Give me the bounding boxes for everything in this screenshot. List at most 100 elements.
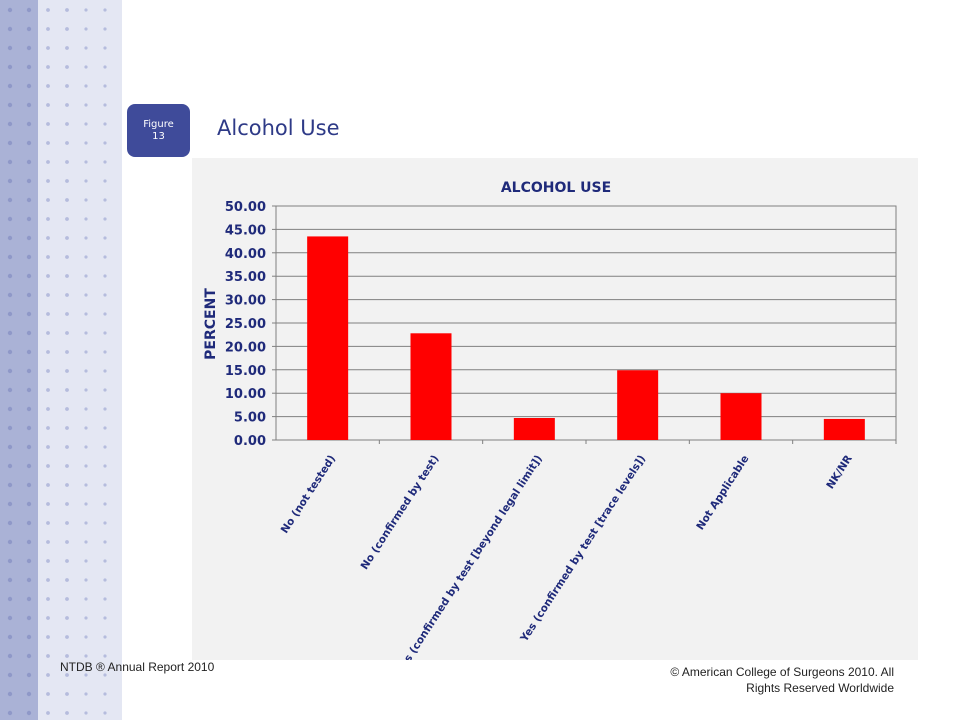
band-dot	[26, 444, 32, 450]
y-tick-label: 20.00	[225, 340, 266, 355]
band-dot	[7, 596, 13, 602]
band-dot	[46, 217, 50, 221]
band-dot	[84, 65, 88, 69]
band-dot	[65, 103, 69, 107]
band-dot	[7, 121, 13, 127]
band-dot	[7, 197, 13, 203]
band-dot	[65, 331, 69, 335]
band-dot	[26, 463, 32, 469]
band-dot	[26, 121, 32, 127]
band-dot	[84, 426, 88, 430]
band-dot	[103, 559, 107, 563]
band-dot	[46, 255, 50, 259]
band-dot	[7, 102, 13, 108]
band-dot	[46, 27, 50, 31]
band-dot	[65, 597, 69, 601]
band-dot	[7, 216, 13, 222]
band-dot	[84, 274, 88, 278]
band-dot	[7, 254, 13, 260]
band-dot	[46, 692, 50, 696]
band-dot	[84, 103, 88, 107]
band-dot	[7, 349, 13, 355]
band-dot	[26, 634, 32, 640]
band-dot	[103, 331, 107, 335]
band-dot	[84, 711, 88, 715]
band-dot	[46, 597, 50, 601]
bar-chart: ALCOHOL USE PERCENT 0.00 5.00 10.00 15.00 20.0…	[203, 180, 897, 660]
band-dot	[7, 140, 13, 146]
band-dot	[46, 559, 50, 563]
band-dot	[65, 46, 69, 50]
band-dot	[26, 197, 32, 203]
band-dot	[7, 368, 13, 374]
band-dot	[84, 578, 88, 582]
band-dot	[26, 539, 32, 545]
band-dot	[103, 65, 107, 69]
band-dot	[46, 426, 50, 430]
band-dot	[46, 388, 50, 392]
band-dot	[103, 635, 107, 639]
band-dot	[65, 65, 69, 69]
figure-label: Figure	[143, 118, 174, 130]
y-tick-label: 45.00	[225, 223, 266, 238]
band-dot	[65, 711, 69, 715]
band-dot	[7, 520, 13, 526]
band-dot	[26, 558, 32, 564]
band-dot	[65, 350, 69, 354]
band-dot	[65, 8, 69, 12]
band-dot	[26, 102, 32, 108]
band-dot	[65, 540, 69, 544]
band-dot	[65, 407, 69, 411]
band-dot	[26, 140, 32, 146]
band-dot	[65, 179, 69, 183]
band-dot	[46, 312, 50, 316]
band-dot	[103, 160, 107, 164]
band-dot	[84, 160, 88, 164]
band-dot	[84, 407, 88, 411]
band-dot	[46, 350, 50, 354]
band-dot	[46, 160, 50, 164]
band-dot	[65, 160, 69, 164]
band-dot	[84, 122, 88, 126]
band-dot	[7, 653, 13, 659]
x-tick-label: Not Applicable	[694, 453, 751, 532]
band-dot	[46, 141, 50, 145]
band-dot	[26, 159, 32, 165]
band-dot	[84, 331, 88, 335]
band-dot	[7, 159, 13, 165]
band-dot	[65, 578, 69, 582]
x-tick-label: Yes (confirmed by test [trace levels])	[518, 453, 648, 645]
band-dot	[46, 46, 50, 50]
footer-right: © American College of Surgeons 2010. All…	[670, 665, 894, 695]
band-dot	[46, 464, 50, 468]
band-dot	[84, 597, 88, 601]
band-dot	[46, 616, 50, 620]
band-dot	[84, 388, 88, 392]
band-dot	[7, 387, 13, 393]
band-dot	[103, 388, 107, 392]
band-dot	[65, 369, 69, 373]
band-dot	[7, 273, 13, 279]
band-dot	[103, 350, 107, 354]
band-dot	[103, 103, 107, 107]
band-dot	[103, 578, 107, 582]
band-dot	[26, 273, 32, 279]
band-dot	[26, 482, 32, 488]
band-dot	[65, 502, 69, 506]
band-dot	[65, 521, 69, 525]
band-dot	[84, 141, 88, 145]
band-dot	[65, 635, 69, 639]
figure-badge: Figure 13	[127, 104, 190, 157]
band-dot	[7, 577, 13, 583]
band-dot	[65, 559, 69, 563]
band-dot	[46, 84, 50, 88]
band-dot	[103, 8, 107, 12]
band-dot	[7, 311, 13, 317]
band-dot	[7, 634, 13, 640]
y-tick-label: 50.00	[225, 200, 266, 215]
band-dot	[103, 46, 107, 50]
band-dot	[65, 274, 69, 278]
band-dot	[46, 635, 50, 639]
band-dot	[26, 710, 32, 716]
band-dot	[84, 502, 88, 506]
